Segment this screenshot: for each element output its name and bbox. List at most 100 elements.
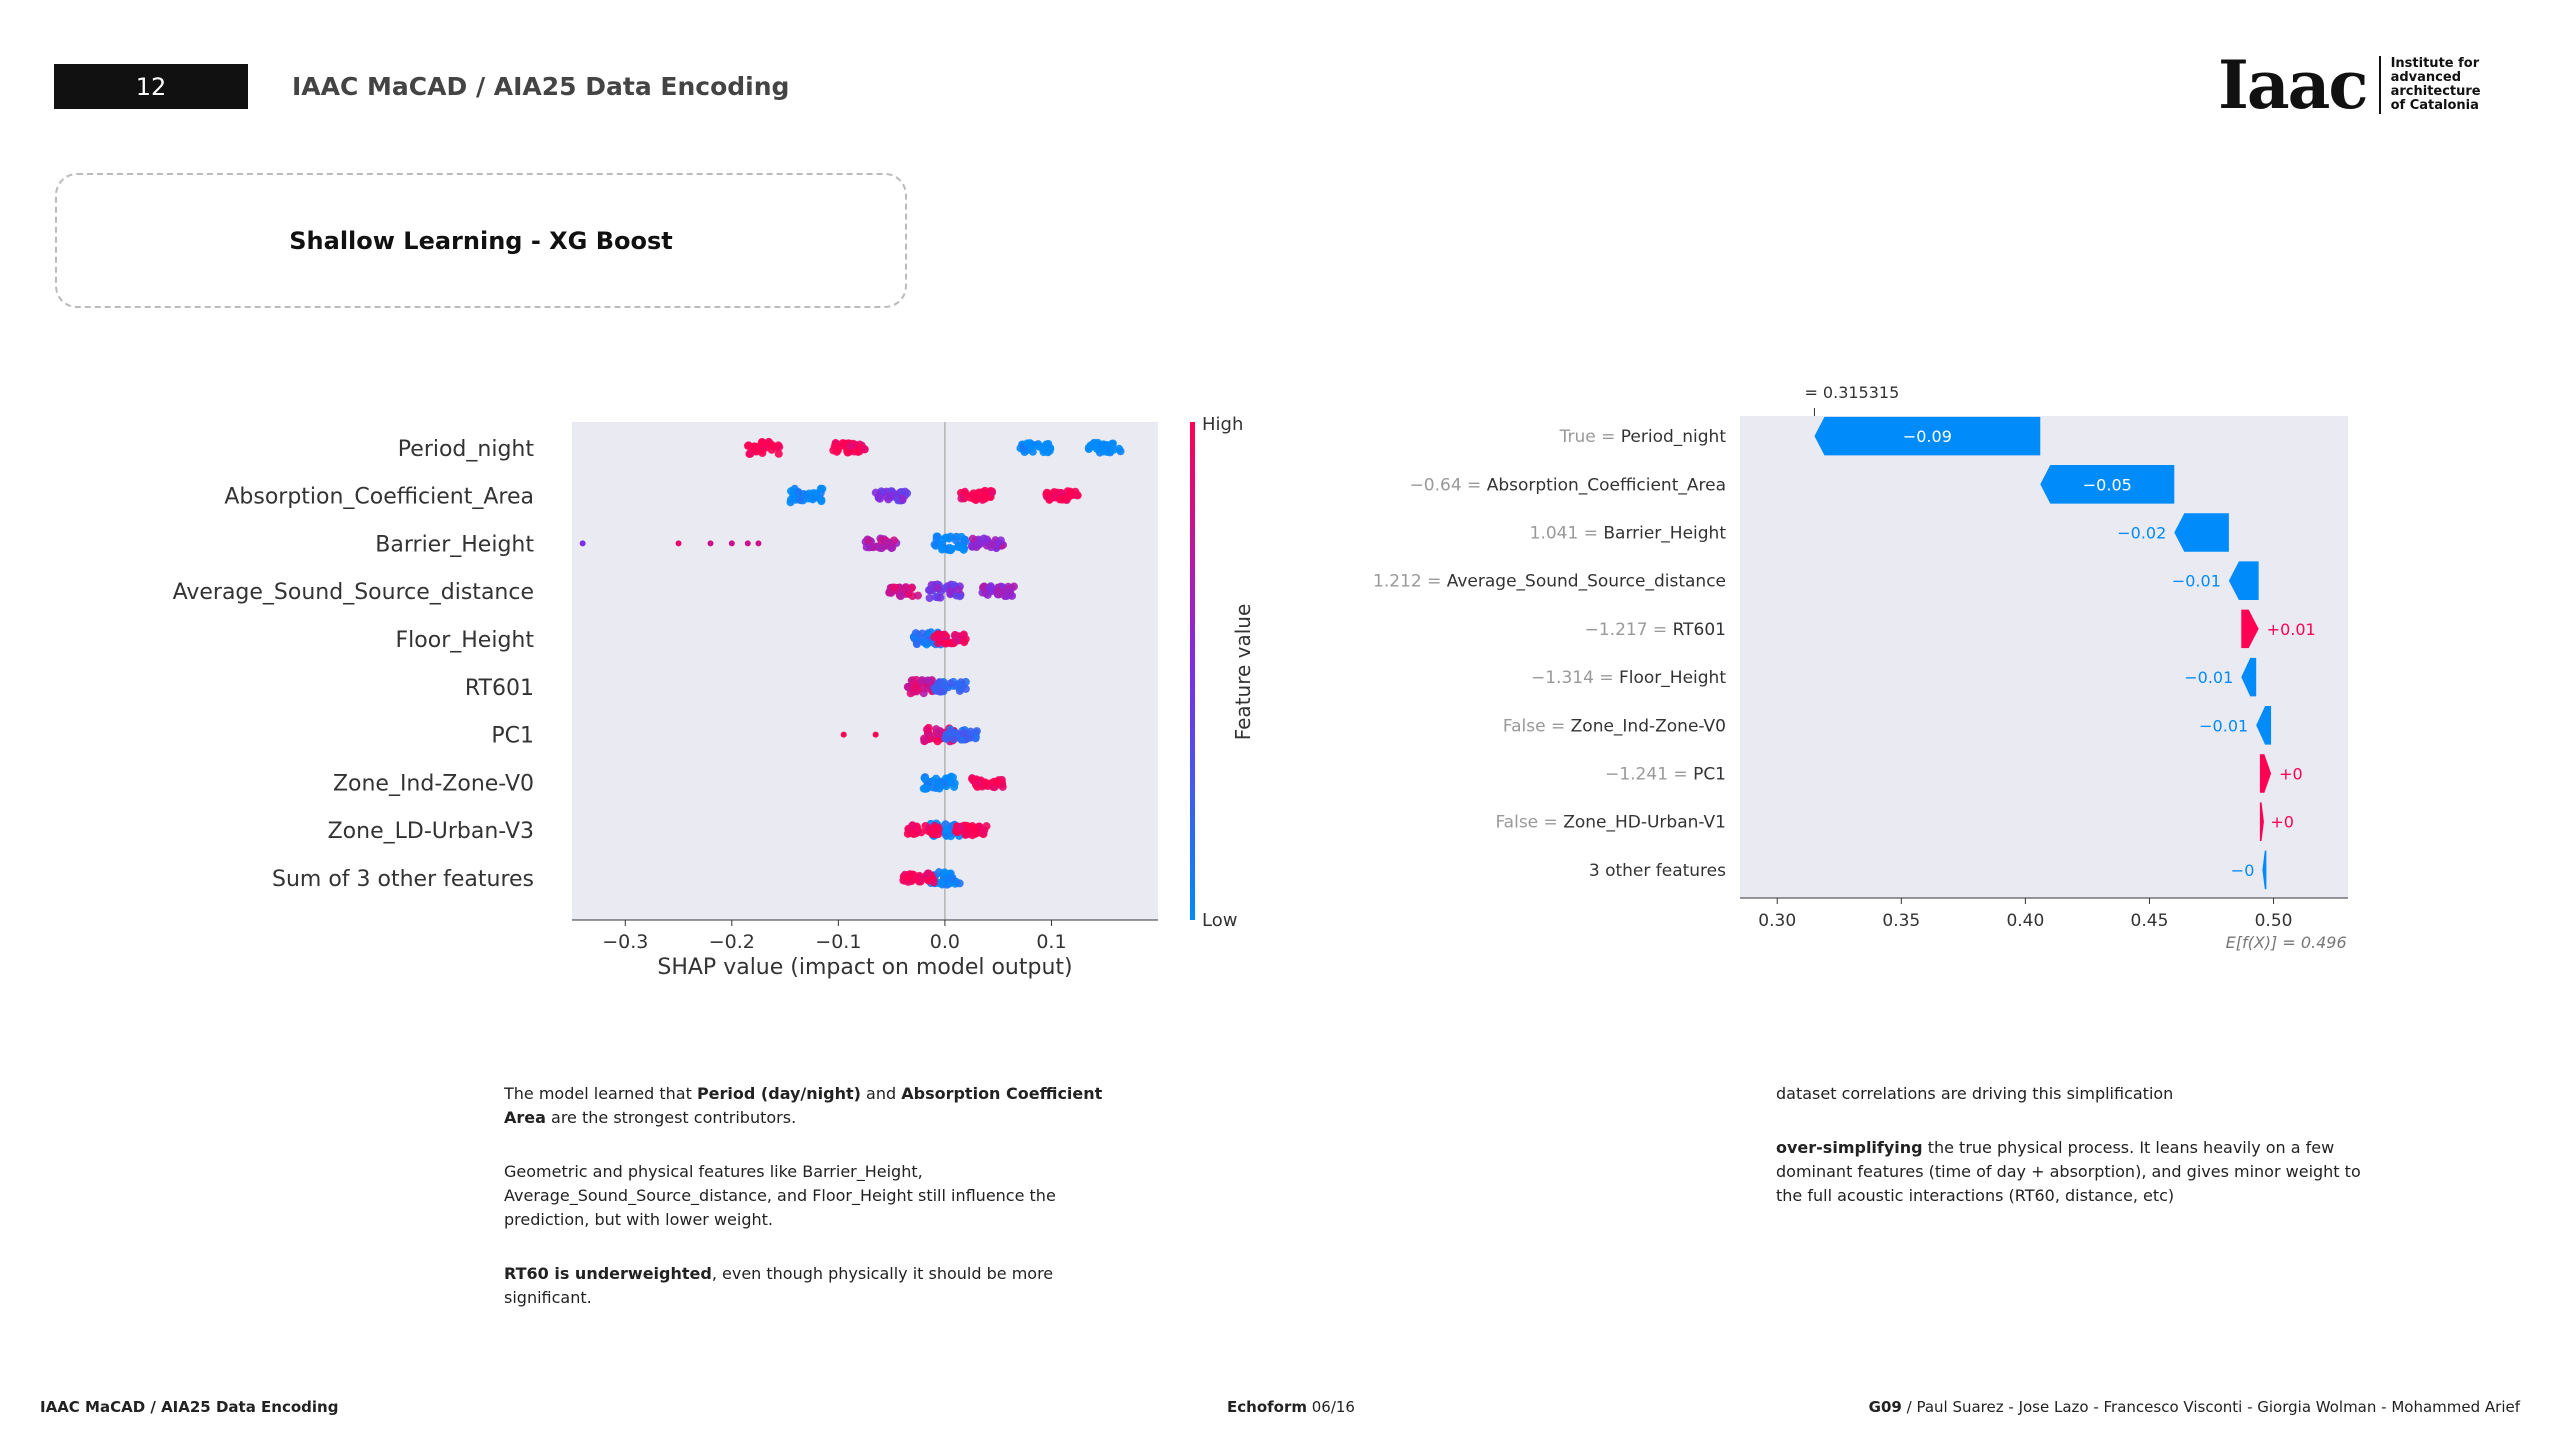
feature-label: Period_night: [398, 437, 535, 462]
shap-dot: [949, 735, 958, 744]
x-tick-label: 0.1: [1036, 931, 1066, 953]
bar-value-label: −0.09: [1903, 427, 1952, 446]
shap-dot: [909, 633, 918, 642]
shap-dot: [968, 534, 977, 543]
waterfall-bar: [1814, 416, 2041, 456]
shap-dot: [925, 594, 934, 603]
shap-dot: [960, 535, 969, 544]
page-number-badge: 12: [54, 64, 248, 109]
shap-dot: [898, 494, 907, 503]
shap-dot: [966, 733, 975, 742]
shap-dot: [1043, 442, 1052, 451]
shap-dot: [1093, 438, 1102, 447]
bar-value-label: −0.01: [2172, 572, 2221, 591]
bar-value-label: +0: [2270, 813, 2294, 832]
row-value-label: 1.212 =: [1373, 572, 1447, 592]
shap-outlier-dot: [675, 540, 682, 547]
row-label: False = Zone_HD-Urban-V1: [1495, 813, 1726, 833]
row-label: −1.217 = RT601: [1585, 620, 1726, 640]
shap-dot: [794, 488, 803, 497]
shap-dot: [919, 734, 928, 743]
row-value-label: 1.041 =: [1530, 524, 1604, 544]
left-paragraph: The model learned that Period (day/night…: [504, 1082, 1104, 1130]
shap-dot: [995, 589, 1004, 598]
shap-dot: [923, 784, 932, 793]
shap-dot: [948, 874, 957, 883]
row-label: −1.314 = Floor_Height: [1531, 668, 1726, 688]
shap-dot: [912, 640, 921, 649]
plot-area: [572, 422, 1158, 920]
x-tick-label: 0.40: [2006, 911, 2044, 931]
shap-dot: [767, 440, 776, 449]
shap-outlier-dot: [872, 731, 879, 738]
shap-dot: [882, 539, 891, 548]
shap-dot: [796, 496, 805, 505]
shap-dot: [830, 442, 839, 451]
shap-dot: [933, 737, 942, 746]
logo-line: Institute for: [2390, 56, 2480, 71]
shap-dot: [774, 449, 783, 458]
bar-value-label: +0.01: [2267, 620, 2316, 639]
row-feature-name: Zone_Ind-Zone-V0: [1571, 716, 1726, 736]
iaac-logo: Iaac Institute for advanced architecture…: [2218, 52, 2481, 118]
shap-dot: [910, 682, 919, 691]
shap-dot: [886, 491, 895, 500]
shap-dot: [983, 590, 992, 599]
row-label: True = Period_night: [1559, 427, 1727, 447]
row-label: False = Zone_Ind-Zone-V0: [1503, 716, 1726, 736]
shap-dot: [956, 684, 965, 693]
colorbar: [1190, 422, 1195, 920]
logo-text: Institute for advanced architecture of C…: [2391, 57, 2481, 113]
shap-dot: [959, 630, 968, 639]
row-feature-name: RT601: [1673, 620, 1726, 640]
shap-dot: [914, 591, 923, 600]
x-tick-label: −0.2: [709, 931, 755, 953]
shap-dot: [959, 543, 968, 552]
shap-dot: [904, 825, 913, 834]
shap-dot: [950, 728, 959, 737]
shap-dot: [816, 484, 825, 493]
shap-dot: [1005, 587, 1014, 596]
row-label: 1.212 = Average_Sound_Source_distance: [1373, 572, 1726, 592]
waterfall-bar: [2262, 850, 2267, 890]
plot-area: [1740, 416, 2348, 898]
shap-dot: [952, 636, 961, 645]
left-text-run: and: [860, 1084, 902, 1103]
shap-dot: [1100, 443, 1109, 452]
bar-value-label: −0.01: [2199, 716, 2248, 735]
waterfall-bar: [2256, 706, 2272, 745]
shap-dot: [941, 639, 950, 648]
shap-dot: [860, 445, 869, 454]
shap-dot: [968, 822, 977, 831]
shap-dot: [1023, 439, 1032, 448]
shap-dot: [955, 879, 964, 888]
shap-dot: [976, 489, 985, 498]
shap-dot: [903, 873, 912, 882]
fx-label: = 0.315315: [1804, 383, 1899, 402]
shap-dot: [920, 638, 929, 647]
shap-dot: [936, 687, 945, 696]
left-paragraph: RT60 is underweighted, even though physi…: [504, 1262, 1104, 1310]
shap-dot: [951, 536, 960, 545]
x-tick-label: 0.30: [1758, 911, 1796, 931]
page-number: 12: [135, 72, 167, 101]
shap-dot: [913, 827, 922, 836]
row-value-label: False =: [1503, 716, 1571, 736]
shap-dot: [1055, 495, 1064, 504]
shap-outlier-dot: [579, 540, 586, 547]
shap-dot: [940, 868, 949, 877]
shap-dot: [987, 540, 996, 549]
x-tick-label: 0.50: [2255, 911, 2293, 931]
colorbar-high-label: High: [1202, 414, 1243, 435]
shap-dot: [923, 725, 932, 734]
shap-dot: [1108, 439, 1117, 448]
left-text-run: , even though physically it should be mo…: [504, 1264, 1054, 1307]
right-text-run: dataset correlations are driving this si…: [1776, 1084, 2174, 1103]
right-text-run: over-simplifying: [1776, 1138, 1923, 1157]
row-value-label: −1.314 =: [1531, 668, 1619, 688]
shap-dot: [945, 587, 954, 596]
shap-dot: [971, 496, 980, 505]
waterfall-bar: [2228, 561, 2259, 600]
feature-label: Zone_Ind-Zone-V0: [333, 771, 534, 796]
row-value-label: −1.217 =: [1585, 620, 1673, 640]
